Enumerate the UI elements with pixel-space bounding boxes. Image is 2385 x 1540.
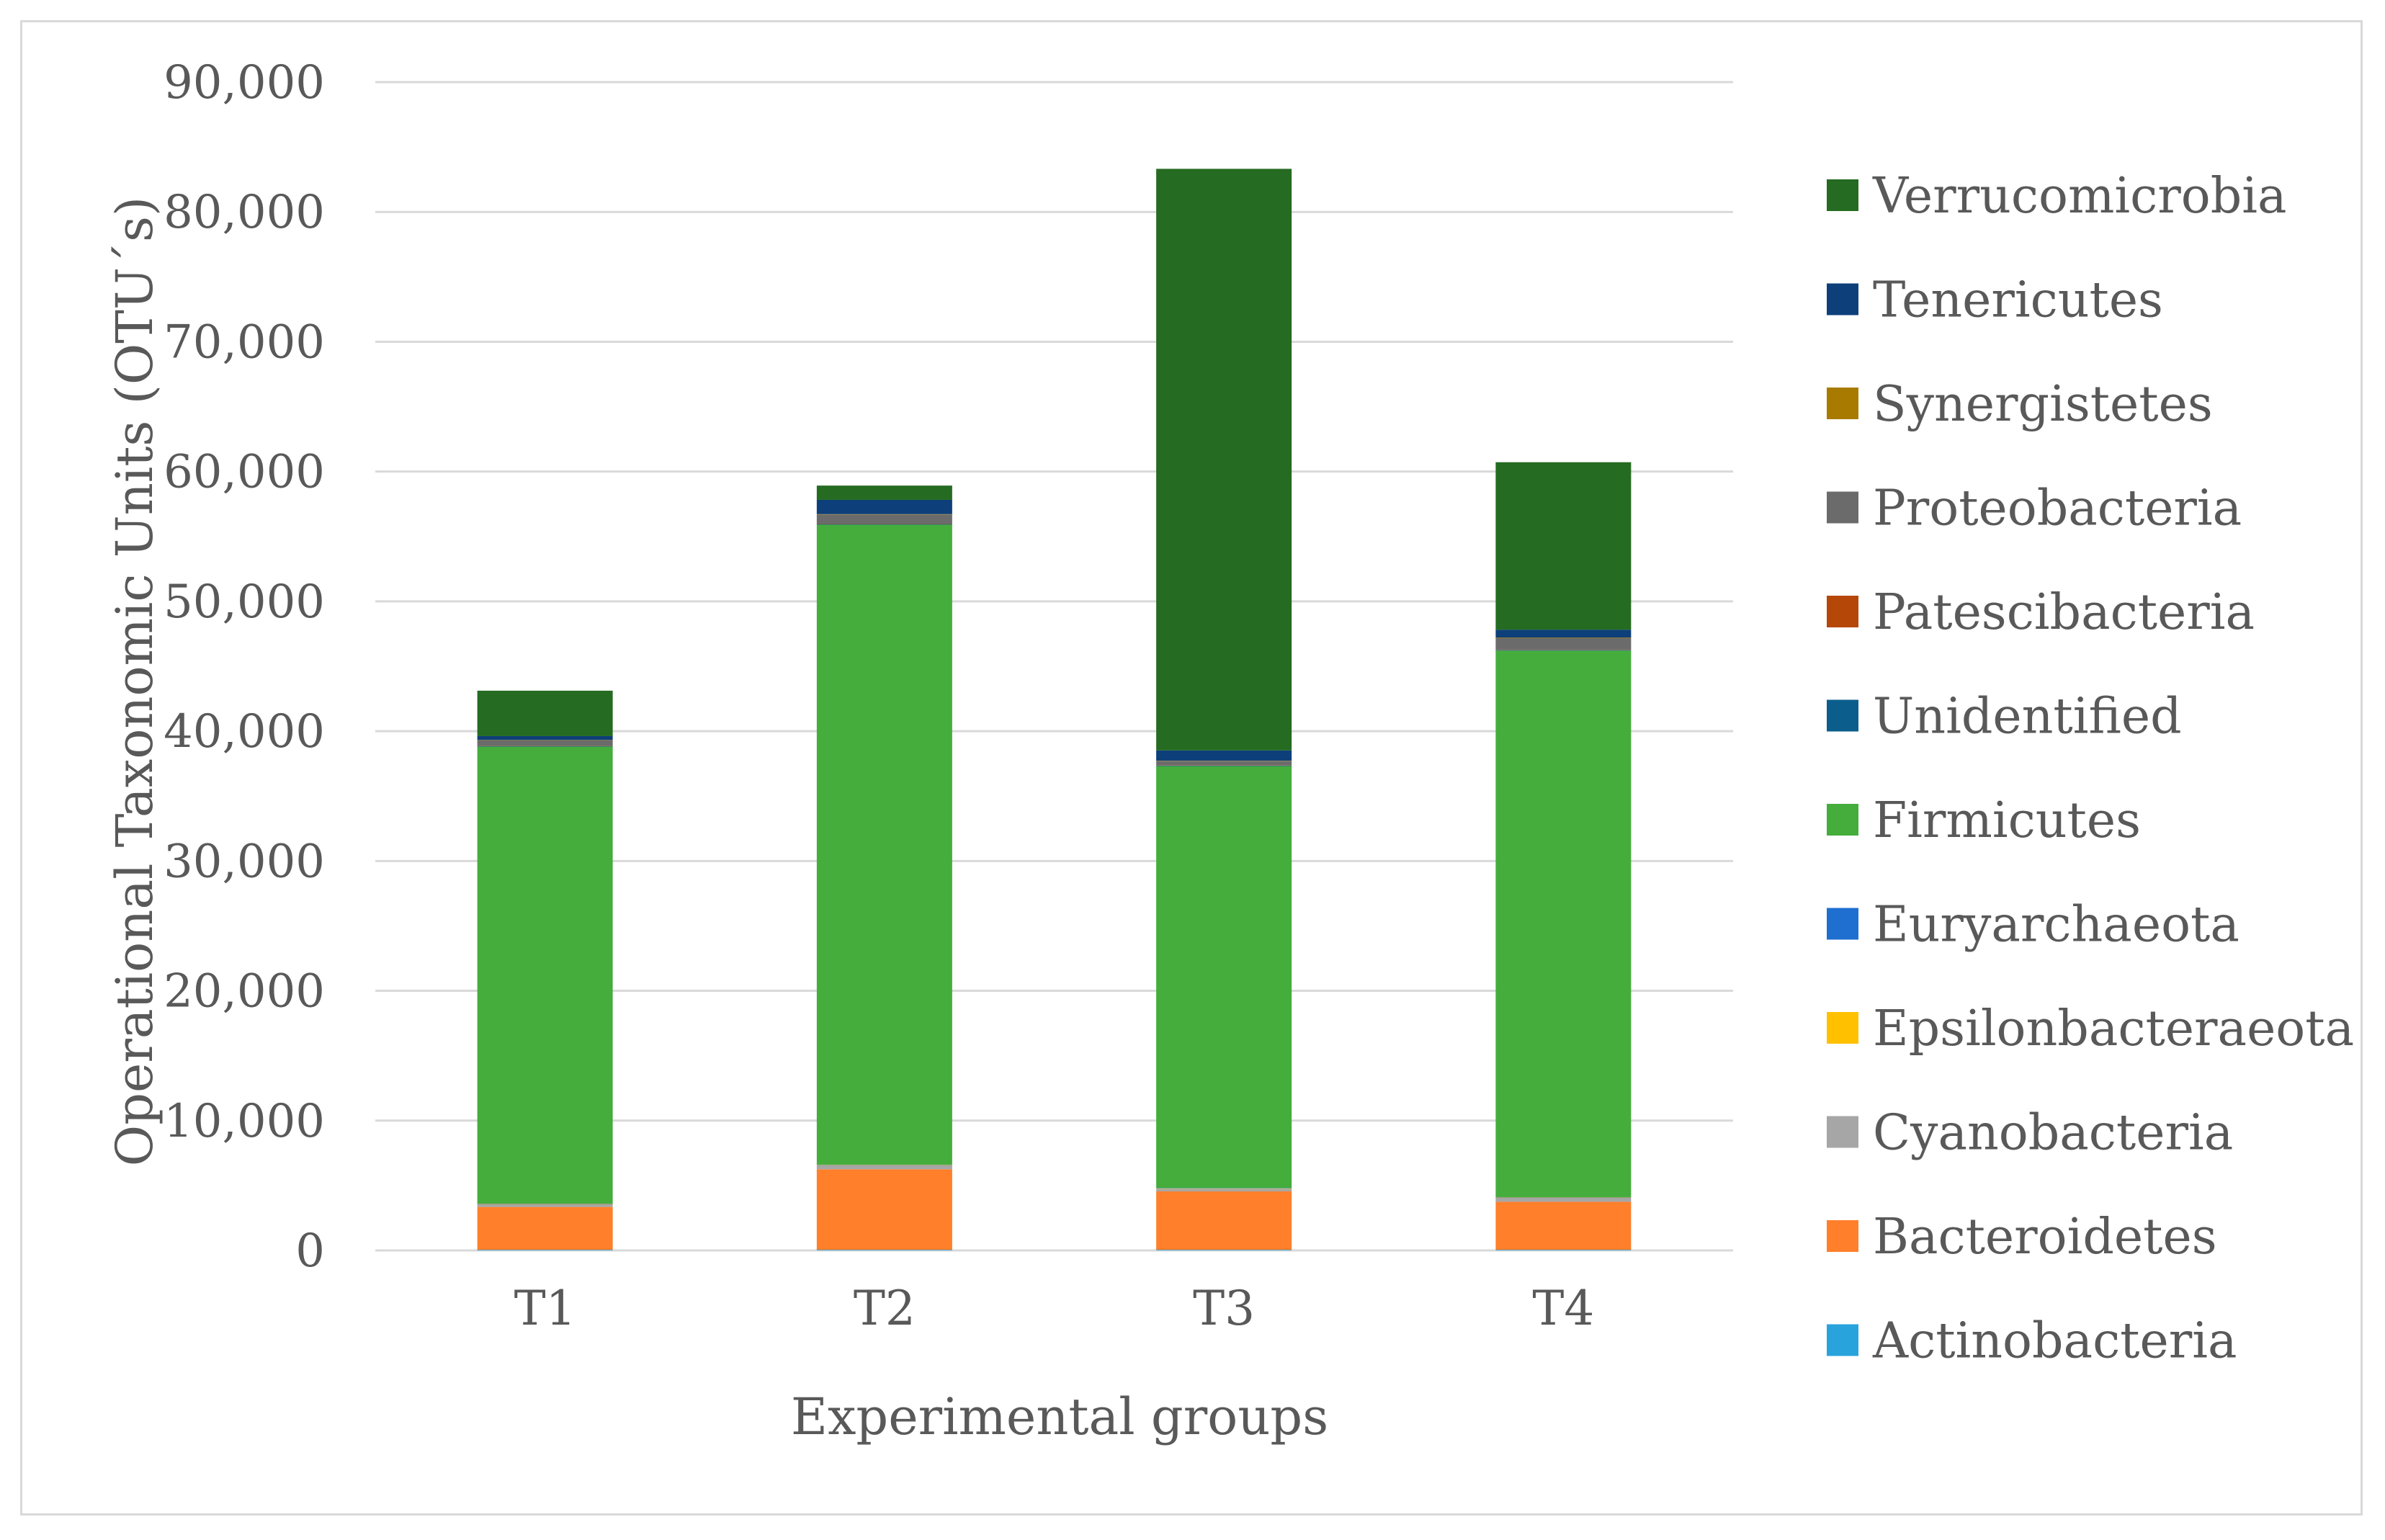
- legend-item-epsilonbacteraeota: Epsilonbacteraeota: [1827, 1000, 2354, 1057]
- bar-segment-t4-verrucomicrobia: [1495, 462, 1632, 630]
- bar-segment-t4-synergistetes: [1495, 637, 1632, 638]
- y-tick-label: 0: [295, 1225, 325, 1278]
- y-tick-label: 10,000: [164, 1095, 325, 1148]
- bar-segment-t1-tenericutes: [477, 735, 613, 740]
- legend-label: Tenericutes: [1873, 272, 2163, 329]
- legend-item-verrucomicrobia: Verrucomicrobia: [1827, 168, 2287, 225]
- legend-swatch: [1827, 908, 1858, 940]
- bar-segment-t4-euryarchaeota: [1495, 1196, 1632, 1198]
- bar-segment-t3-firmicutes: [1156, 766, 1292, 1188]
- legend-swatch: [1827, 491, 1858, 524]
- y-tick-label: 20,000: [164, 965, 325, 1019]
- bar-segment-t3-verrucomicrobia: [1156, 169, 1292, 751]
- legend-swatch: [1827, 1012, 1858, 1044]
- bars: [477, 169, 1632, 1250]
- bar-segment-t1-cyanobacteria: [477, 1204, 613, 1207]
- legend-label: Cyanobacteria: [1873, 1105, 2233, 1162]
- legend-label: Bacteroidetes: [1873, 1209, 2217, 1266]
- figure-frame: 0 10,000 20,000 30,000 40,000 50,000 60,000 70,…: [20, 20, 2363, 1516]
- x-tick-label: T2: [854, 1281, 916, 1336]
- stacked-bar-chart: 0 10,000 20,000 30,000 40,000 50,000 60,000 70,…: [105, 56, 2354, 1446]
- y-tick-label: 60,000: [164, 446, 325, 499]
- legend-swatch: [1827, 1220, 1858, 1252]
- y-tick-label: 30,000: [164, 835, 325, 888]
- legend-label: Euryarchaeota: [1873, 897, 2239, 954]
- bar-segment-t4-proteobacteria: [1495, 637, 1632, 650]
- legend-swatch: [1827, 179, 1858, 211]
- bar-segment-t4-bacteroidetes: [1495, 1201, 1632, 1250]
- legend-item-patescibacteria: Patescibacteria: [1827, 584, 2255, 641]
- bar-segment-t2-bacteroidetes: [816, 1169, 952, 1250]
- x-tick-label: T3: [1193, 1281, 1255, 1336]
- legend-item-euryarchaeota: Euryarchaeota: [1827, 897, 2239, 954]
- legend-label: Proteobacteria: [1873, 480, 2242, 537]
- bar-segment-t3-patescibacteria: [1156, 765, 1292, 766]
- legend-item-bacteroidetes: Bacteroidetes: [1827, 1209, 2217, 1266]
- y-tick-label: 90,000: [164, 56, 325, 109]
- bar-segment-t1-firmicutes: [477, 746, 613, 1204]
- x-axis-ticks: T1 T2 T3 T4: [514, 1281, 1595, 1336]
- y-tick-label: 80,000: [164, 186, 325, 239]
- bar-segment-t2-proteobacteria: [816, 514, 952, 524]
- legend-label: Verrucomicrobia: [1872, 168, 2287, 225]
- bar-segment-t4-firmicutes: [1495, 650, 1632, 1197]
- bar-segment-t2-tenericutes: [816, 499, 952, 514]
- bar-segment-t2-cyanobacteria: [816, 1165, 952, 1170]
- legend-label: Patescibacteria: [1873, 584, 2255, 641]
- bar-segment-t3-epsilonbacteraeota: [1156, 1188, 1292, 1189]
- legend-swatch: [1827, 1324, 1858, 1356]
- legend-label: Actinobacteria: [1872, 1313, 2237, 1370]
- legend: Verrucomicrobia Tenericutes Synergistetes P…: [1827, 168, 2354, 1370]
- bar-segment-t1-proteobacteria: [477, 740, 613, 746]
- y-axis-title: Operational Taxonomic Units (OTU´s): [105, 197, 164, 1166]
- y-tick-label: 50,000: [164, 576, 325, 629]
- bar-segment-t2-firmicutes: [816, 524, 952, 1165]
- legend-label: Synergistetes: [1873, 376, 2213, 433]
- y-axis-ticks: 0 10,000 20,000 30,000 40,000 50,000 60,000 70,…: [164, 56, 325, 1278]
- legend-swatch: [1827, 596, 1858, 627]
- bar-segment-t1-verrucomicrobia: [477, 690, 613, 736]
- legend-label: Epsilonbacteraeota: [1873, 1000, 2354, 1057]
- legend-item-tenericutes: Tenericutes: [1827, 272, 2163, 329]
- bar-segment-t3-tenericutes: [1156, 750, 1292, 761]
- legend-item-synergistetes: Synergistetes: [1827, 376, 2213, 433]
- bar-segment-t1-bacteroidetes: [477, 1207, 613, 1250]
- x-axis-title: Experimental groups: [791, 1387, 1328, 1446]
- legend-item-proteobacteria: Proteobacteria: [1827, 480, 2242, 537]
- bar-segment-t3-proteobacteria: [1156, 761, 1292, 766]
- bar-segment-t2-synergistetes: [816, 514, 952, 515]
- bar-segment-t3-bacteroidetes: [1156, 1191, 1292, 1250]
- legend-swatch: [1827, 283, 1858, 315]
- legend-item-cyanobacteria: Cyanobacteria: [1827, 1105, 2233, 1162]
- y-tick-label: 40,000: [164, 705, 325, 758]
- bar-segment-t4-cyanobacteria: [1495, 1198, 1632, 1202]
- bar-segment-t2-verrucomicrobia: [816, 485, 952, 500]
- bar-segment-t1-unidentified: [477, 746, 613, 747]
- legend-swatch: [1827, 699, 1858, 732]
- legend-item-actinobacteria: Actinobacteria: [1827, 1313, 2237, 1370]
- legend-item-unidentified: Unidentified: [1827, 689, 2182, 746]
- legend-label: Unidentified: [1873, 689, 2182, 746]
- bar-segment-t4-epsilonbacteraeota: [1495, 1197, 1632, 1199]
- legend-item-firmicutes: Firmicutes: [1827, 792, 2141, 849]
- x-tick-label: T1: [514, 1281, 576, 1336]
- legend-swatch: [1827, 388, 1858, 419]
- x-tick-label: T4: [1532, 1281, 1594, 1336]
- bar-segment-t4-tenericutes: [1495, 630, 1632, 637]
- legend-label: Firmicutes: [1873, 792, 2141, 849]
- legend-swatch: [1827, 1116, 1858, 1148]
- bar-segment-t3-cyanobacteria: [1156, 1188, 1292, 1191]
- legend-swatch: [1827, 804, 1858, 836]
- y-tick-label: 70,000: [164, 315, 325, 369]
